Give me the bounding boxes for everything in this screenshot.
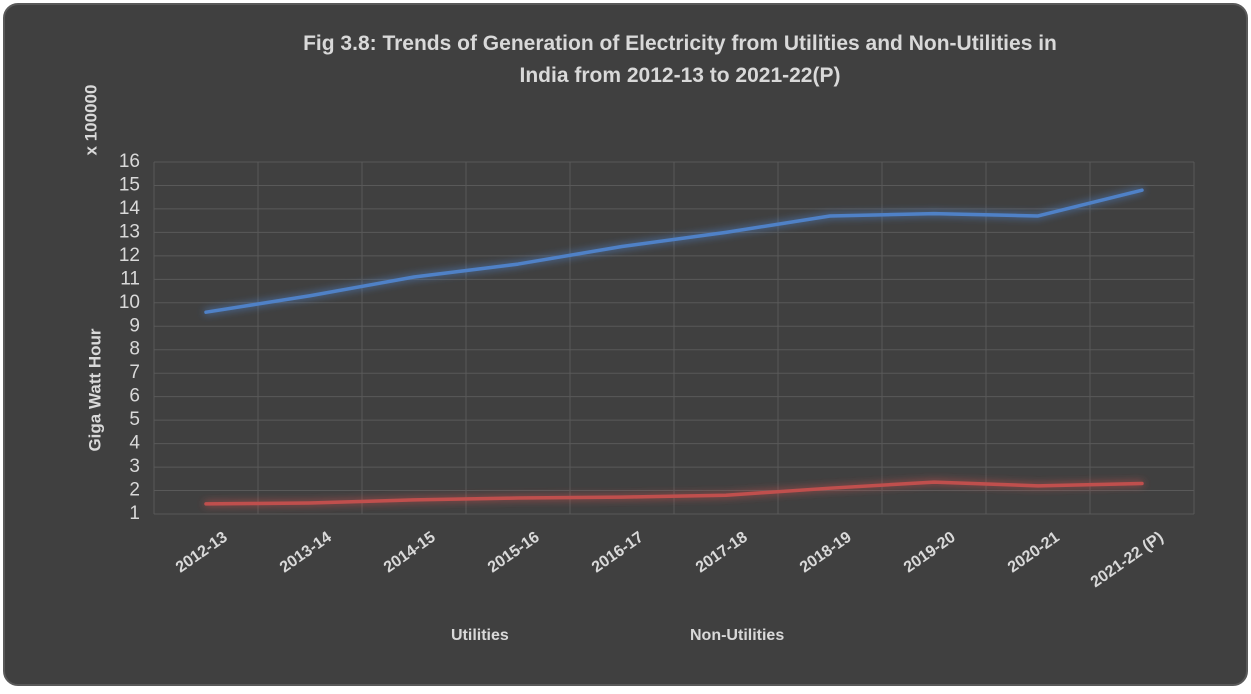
y-tick-label: 13 — [119, 221, 140, 242]
y-tick-label: 8 — [129, 339, 140, 360]
y-tick-label: 11 — [120, 268, 140, 289]
y-tick-label: 9 — [129, 315, 140, 336]
y-tick-label: 16 — [119, 151, 140, 172]
y-tick-label: 6 — [129, 386, 140, 407]
y-tick-label: 4 — [129, 433, 140, 454]
y-tick-label: 12 — [119, 245, 140, 266]
legend-label: Utilities — [451, 627, 509, 644]
y-tick-label: 7 — [129, 362, 140, 383]
y-tick-label: 2 — [129, 480, 140, 501]
series-line — [204, 480, 1144, 506]
series-line — [204, 188, 1144, 314]
y-tick-label: 1 — [129, 503, 140, 524]
y-tick-label: 15 — [119, 174, 140, 195]
y-axis-title: Giga Watt Hour — [85, 328, 104, 451]
chart-background — [3, 3, 1248, 686]
y-unit-label: x 100000 — [81, 85, 100, 156]
y-tick-label: 3 — [129, 456, 140, 477]
y-tick-label: 10 — [119, 292, 140, 313]
y-tick-label: 14 — [119, 198, 141, 219]
chart-title: Fig 3.8: Trends of Generation of Electri… — [303, 32, 1057, 87]
y-tick-label: 5 — [129, 409, 140, 430]
legend-label: Non-Utilities — [690, 627, 784, 644]
